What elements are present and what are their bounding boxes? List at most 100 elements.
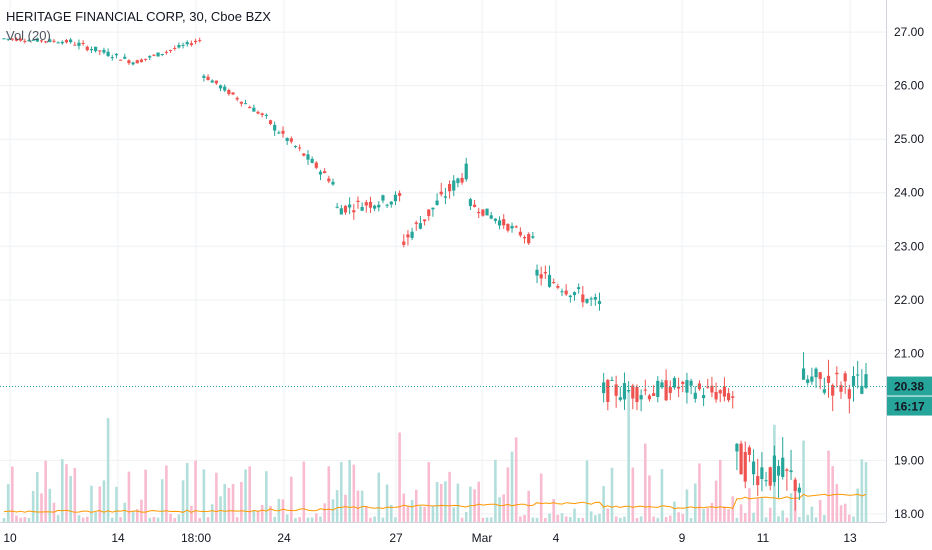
price-tick-label: 26.00 <box>894 79 924 93</box>
volume-bar <box>727 509 730 522</box>
volume-bar <box>331 499 335 522</box>
volume-bar <box>464 511 468 522</box>
price-tick-label: 24.00 <box>894 186 924 200</box>
volume-bar <box>36 472 39 522</box>
candle-body <box>801 368 806 380</box>
candle-body <box>314 162 318 168</box>
volume-bar <box>273 516 276 522</box>
volume-bar <box>248 466 251 522</box>
candle-body <box>797 487 801 493</box>
volume-bar <box>564 516 568 522</box>
candle-body <box>339 208 343 215</box>
volume-bar <box>310 517 314 522</box>
volume-bar <box>77 515 81 522</box>
volume-bar <box>848 514 851 522</box>
volume-bar <box>519 516 522 522</box>
time-tick-label: 24 <box>277 531 291 545</box>
candle-body <box>69 39 73 43</box>
candle-body <box>806 379 810 383</box>
volume-bar <box>394 517 397 522</box>
candle-body <box>402 241 406 245</box>
candle-body <box>139 59 144 63</box>
candle-body <box>747 447 752 455</box>
candle-body <box>847 389 851 399</box>
volume-bar <box>19 517 22 522</box>
volume-bar <box>852 516 855 522</box>
volume-bar <box>643 443 647 522</box>
candle-body <box>477 211 481 214</box>
volume-bar <box>527 490 530 522</box>
volume-bar <box>177 514 181 522</box>
volume-bar <box>73 467 77 522</box>
candle-body <box>273 124 277 131</box>
volume-bar <box>377 472 381 522</box>
candle-body <box>585 299 589 303</box>
candle-body <box>418 223 423 229</box>
volume-bar <box>494 459 497 522</box>
volume-bar <box>398 432 401 522</box>
volume-bar <box>452 507 456 522</box>
volume-bar <box>573 508 576 522</box>
candle-body <box>385 204 389 206</box>
price-tick-label: 23.00 <box>894 239 924 253</box>
volume-bar <box>102 480 106 522</box>
volume-indicator-label: Vol (20) <box>6 28 51 43</box>
volume-bar <box>110 517 114 522</box>
candle-body <box>739 443 743 475</box>
volume-bar <box>356 490 360 522</box>
candle-body <box>431 207 435 210</box>
volume-bar <box>256 511 260 522</box>
volume-bar <box>369 517 372 522</box>
candle-body <box>156 52 160 57</box>
volume-bar <box>514 437 518 522</box>
volume-bar <box>639 516 643 522</box>
volume-bar <box>827 450 830 522</box>
volume-bar <box>743 513 747 522</box>
volume-ma-line <box>3 493 867 513</box>
last-price-value: 20.38 <box>894 380 924 394</box>
volume-bar <box>469 486 472 522</box>
candle-body <box>643 389 647 391</box>
candle-body <box>202 75 206 78</box>
candle-body <box>264 114 268 116</box>
volume-bar <box>444 481 447 522</box>
candle-body <box>98 50 102 52</box>
volume-bar <box>85 516 89 522</box>
candle-body <box>502 219 506 226</box>
volume-bar <box>460 517 464 522</box>
volume-bar <box>560 513 564 522</box>
candle-body <box>743 452 747 482</box>
volume-bar <box>335 490 339 522</box>
candle-body <box>606 380 610 402</box>
candle-body <box>127 60 131 64</box>
candle-body <box>373 205 377 209</box>
candle-body <box>285 138 289 141</box>
candle-body <box>410 231 414 238</box>
volume-bar <box>477 481 481 522</box>
volume-bar <box>40 493 43 522</box>
candle-body <box>760 467 764 479</box>
time-tick-label: 11 <box>757 531 770 545</box>
time-tick-label: 4 <box>553 531 560 545</box>
candle-body <box>652 393 656 396</box>
volume-bar <box>98 486 102 522</box>
volume-bar <box>56 515 60 522</box>
candle-body <box>785 469 789 471</box>
candle-body <box>531 236 535 238</box>
volume-bar <box>260 504 264 522</box>
volume-bar <box>652 516 655 522</box>
volume-bar <box>756 498 760 522</box>
countdown-badge <box>887 396 932 416</box>
volume-bar <box>148 517 152 522</box>
candle-body <box>468 199 472 206</box>
volume-bar <box>677 512 680 522</box>
volume-bar <box>385 484 389 522</box>
candle-body <box>718 390 722 394</box>
volume-bar <box>319 516 322 522</box>
candle-body <box>556 285 560 288</box>
time-tick-label: 14 <box>111 531 125 545</box>
candle-body <box>414 222 418 224</box>
candle-body <box>77 42 81 46</box>
